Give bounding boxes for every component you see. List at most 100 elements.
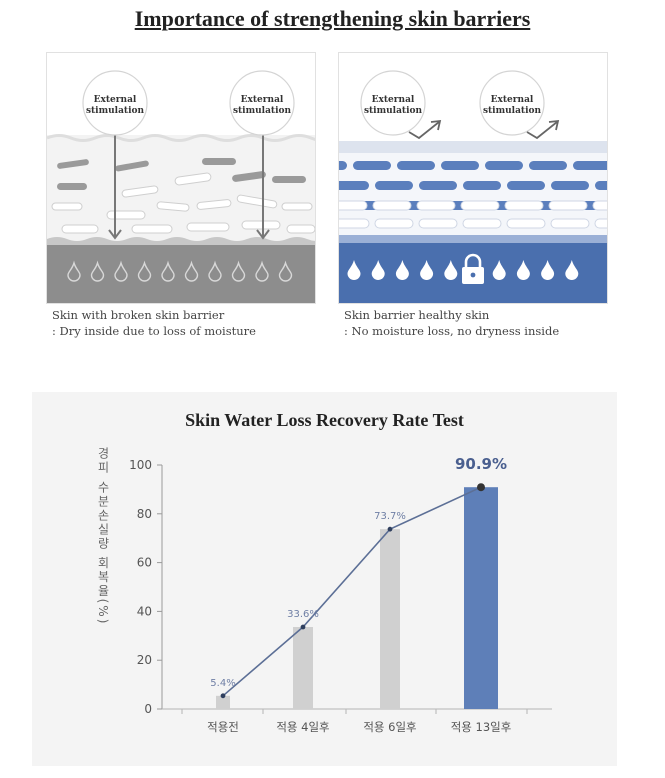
chart-bar	[464, 487, 498, 709]
data-point	[477, 483, 485, 492]
external-stimulation-label: External stimulation	[363, 95, 423, 116]
skin-cell	[374, 218, 414, 229]
healthy-barrier-caption: Skin barrier healthy skin : No moisture …	[344, 307, 559, 339]
arrow-head-icon	[430, 119, 442, 131]
skin-cell	[573, 161, 607, 170]
external-stimulation-label: External stimulation	[482, 95, 542, 116]
barrier-edge	[339, 235, 607, 243]
skin-cell	[507, 181, 545, 190]
skin-cell	[57, 159, 89, 169]
data-label: 90.9%	[455, 455, 507, 473]
water-drop-icon	[255, 260, 269, 282]
data-point	[220, 693, 226, 699]
water-drop-icon	[420, 260, 434, 280]
skin-cell	[594, 218, 607, 229]
broken-barrier-illustration: External stimulation External stimulatio…	[46, 52, 316, 304]
stimulation-bubble	[82, 70, 148, 136]
data-point	[300, 624, 306, 630]
data-label: 5.4%	[210, 678, 235, 689]
skin-cell	[236, 194, 278, 209]
chart-title: Skin Water Loss Recovery Rate Test	[185, 410, 464, 430]
barrier-edge	[47, 237, 315, 247]
water-drop-icon	[492, 260, 506, 280]
skin-cell	[372, 200, 412, 211]
skin-cell	[548, 200, 588, 211]
arrow-head-icon	[548, 119, 560, 131]
deflect-arrow-icon	[526, 121, 558, 140]
y-tick-label: 60	[137, 556, 152, 570]
skin-cell	[339, 161, 347, 170]
dry-inner-layer	[47, 245, 315, 303]
water-drop-icon	[371, 260, 385, 280]
skin-cell	[156, 201, 190, 212]
skin-cell	[339, 218, 370, 229]
lock-shackle	[464, 253, 482, 268]
skin-cell	[460, 200, 500, 211]
recovery-rate-chart: Skin Water Loss Recovery Rate Test 경피 수분…	[32, 392, 617, 766]
chart-bar	[216, 695, 230, 709]
water-drop-icon	[184, 260, 199, 282]
water-drop-icon	[516, 260, 530, 280]
skin-cell	[106, 210, 146, 220]
lock-keyhole	[470, 272, 476, 278]
water-drop-icon	[161, 260, 175, 282]
arrow-head-icon	[256, 229, 270, 240]
stimulation-bubble	[229, 70, 295, 136]
x-tick-label: 적용 6일후	[363, 720, 416, 734]
skin-cell	[529, 161, 567, 170]
water-drop-icon	[90, 260, 105, 282]
y-tick-label: 40	[137, 604, 152, 618]
x-tick-label: 적용전	[207, 720, 239, 734]
caption-description: : Dry inside due to loss of moisture	[52, 324, 256, 338]
healthy-barrier-illustration: External stimulation External stimulatio…	[338, 52, 608, 304]
skin-cell	[550, 218, 590, 229]
skin-cell	[61, 224, 99, 234]
skin-surface-line	[47, 134, 315, 142]
external-stimulation-label: External stimulation	[232, 95, 292, 116]
water-drop-icon	[565, 260, 579, 280]
x-tick-label: 적용 13일후	[451, 720, 512, 734]
skin-cell	[441, 161, 479, 170]
water-drop-icon	[231, 260, 246, 282]
stimulation-bubble	[479, 70, 545, 136]
chart-plot: 0 20 40 60 80 100 5.4% 33.6% 73.7% 90.9% 적용전 적용 4일후…	[129, 455, 552, 734]
water-drop-icon	[278, 260, 293, 282]
skin-cell	[504, 200, 544, 211]
y-tick-label: 0	[144, 702, 152, 716]
skin-cell	[115, 160, 149, 172]
skin-cell	[416, 200, 456, 211]
skin-cell	[57, 183, 87, 190]
skin-cell	[375, 181, 413, 190]
deflect-arrow-icon	[408, 121, 440, 140]
chart-bar	[293, 627, 313, 709]
skin-cell	[202, 158, 236, 165]
stimulation-bubble	[360, 70, 426, 136]
broken-barrier-caption: Skin with broken skin barrier : Dry insi…	[52, 307, 256, 339]
water-drop-icon	[444, 260, 458, 280]
external-stimulation-label: External stimulation	[85, 95, 145, 116]
water-drop-icon	[208, 260, 222, 282]
chart-bar	[380, 529, 400, 709]
skin-cell	[51, 202, 83, 211]
skin-cell	[241, 220, 281, 230]
x-tick-label: 적용 4일후	[276, 720, 329, 734]
skin-cell	[485, 161, 523, 170]
skin-cell	[339, 181, 369, 190]
water-drop-icon	[114, 260, 128, 282]
arrow-head-icon	[108, 229, 122, 240]
skin-cell	[174, 172, 212, 186]
trend-line	[222, 486, 482, 697]
caption-title: Skin barrier healthy skin	[344, 308, 490, 322]
y-tick-label: 80	[137, 507, 152, 521]
skin-cell	[186, 222, 230, 232]
page-title: Importance of strengthening skin barrier…	[134, 6, 531, 31]
y-axis-label: 경피 수분손실량 회복율(%)	[96, 447, 110, 626]
water-drop-icon	[347, 260, 361, 280]
skin-cell	[232, 171, 266, 182]
skin-cell	[419, 181, 457, 190]
water-drop-icon	[541, 260, 555, 280]
skin-cell	[281, 202, 313, 211]
data-label: 73.7%	[374, 511, 406, 522]
skin-cell	[272, 176, 306, 183]
y-tick-label: 20	[137, 653, 152, 667]
